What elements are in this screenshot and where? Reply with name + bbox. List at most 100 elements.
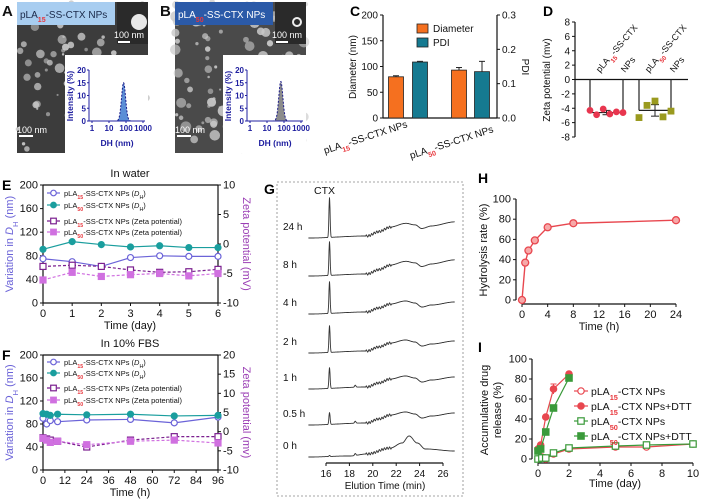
y-tick-label: 0	[521, 454, 527, 466]
series-line	[42, 436, 218, 448]
x-tick-label: 12	[593, 309, 605, 321]
x-tick-label: 24	[670, 309, 682, 321]
data-point	[214, 252, 222, 260]
dls-inset	[223, 55, 306, 153]
sample-banner-label: pLA15​-SS-CTX NPs	[20, 10, 107, 24]
trace-time-label: 4 h	[283, 298, 297, 309]
nanoparticle	[32, 101, 40, 109]
panel-letter-b: B	[160, 3, 171, 20]
y-tick-label: 0	[505, 295, 511, 307]
x-tick-label: 4	[157, 308, 163, 320]
chromatogram-trace	[308, 281, 455, 315]
inset-y-axis-label: Intensity (%)	[223, 71, 233, 122]
y-tick-label: 150	[361, 36, 378, 47]
data-point	[543, 223, 552, 232]
nanoparticle	[212, 97, 216, 101]
legend-label: pLA15​-CTX NPs+DTT	[591, 401, 692, 417]
nanoparticle	[195, 125, 203, 133]
data-point	[185, 272, 193, 280]
nanoparticle	[67, 41, 75, 49]
y-tick-label: 200	[20, 180, 38, 192]
y-tick-label: 10	[223, 180, 235, 192]
nanoparticle	[174, 38, 180, 44]
inset-x-tick-label: 1	[90, 124, 95, 133]
nanoparticle	[204, 46, 211, 52]
y-tick-label: 40	[499, 254, 511, 266]
panel-letter-f: F	[2, 347, 11, 363]
legend-marker	[50, 228, 57, 236]
x-tick-label: 24	[81, 475, 93, 487]
chart-title: In 10% FBS	[101, 338, 160, 350]
data-point	[536, 445, 545, 453]
category-label: pLA15​-SS-CTX NPs	[323, 119, 410, 159]
data-point	[667, 107, 675, 115]
legend-label: pLA15​-SS-CTX NPs (Zeta potential)	[64, 384, 182, 396]
data-point	[126, 437, 135, 445]
data-point	[613, 108, 620, 116]
chromatogram-trace	[308, 435, 455, 458]
data-point	[170, 419, 178, 427]
nanoparticle	[77, 32, 86, 41]
y-tick-label: 40	[26, 442, 38, 454]
y-tick-label: 2	[564, 61, 570, 72]
data-point	[126, 271, 135, 279]
inset-x-tick-label: 1000	[292, 124, 310, 133]
y-tick-label: 0.2	[502, 45, 516, 56]
nanoparticle	[178, 115, 184, 121]
x-tick-label: 24	[414, 469, 426, 480]
nanoparticle	[84, 47, 88, 52]
nanoparticle	[207, 88, 214, 95]
legend-marker	[50, 384, 57, 392]
y-tick-label: 8	[564, 18, 570, 29]
y-tick-label: 0.1	[502, 79, 516, 90]
y2-axis-label: Zeta potential (mv)	[240, 367, 252, 459]
nanoparticle	[61, 53, 65, 56]
chromatogram-trace	[308, 411, 455, 426]
y-tick-label: 0.0	[502, 114, 516, 125]
x-tick-label: 1	[69, 308, 75, 320]
nanoparticle	[243, 36, 249, 43]
y-tick-label: 0	[32, 465, 38, 477]
nanoparticle	[62, 43, 70, 51]
inset-y-tick-label: 20	[77, 66, 86, 75]
inset-y-axis-label: Intensity (%)	[65, 71, 75, 122]
x-tick-label: 0	[40, 475, 46, 487]
nanoparticle	[266, 40, 274, 47]
data-point	[642, 441, 651, 449]
x-axis-label: Time (day)	[589, 478, 641, 490]
trace-time-label: 2 h	[283, 337, 297, 348]
y-tick-label: 80	[26, 250, 38, 262]
data-point	[126, 253, 135, 262]
inset-x-axis-label: DH (nm)	[100, 138, 133, 148]
trace-time-label: 0.5 h	[283, 409, 305, 420]
data-point	[214, 439, 222, 447]
nanoparticle	[180, 121, 192, 133]
inset-x-axis-label: DH (nm)	[258, 138, 291, 148]
x-tick-label: 16	[320, 469, 332, 480]
inset-y-tick-label: 5	[82, 104, 87, 113]
nanoparticle	[15, 127, 20, 131]
legend-marker	[50, 358, 57, 366]
data-point	[611, 442, 620, 450]
x-tick-label: 8	[659, 468, 665, 480]
y-tick-label: -10	[223, 465, 239, 477]
y-tick-label: 5	[223, 407, 229, 419]
y-tick-label: 120	[20, 227, 38, 239]
y-tick-label: 160	[20, 373, 38, 385]
panel-letter-c: C	[350, 3, 360, 19]
legend-marker	[50, 369, 57, 377]
nanoparticle	[21, 142, 26, 146]
y2-axis-label: Zeta potential (mV)	[240, 197, 252, 291]
y-tick-label: 80	[515, 374, 527, 386]
legend-marker	[577, 432, 585, 440]
bar	[388, 76, 404, 119]
y-tick-label: -6	[561, 118, 570, 129]
data-point	[541, 428, 550, 436]
category-label: pLA50​-SS-CTX NPs	[409, 124, 496, 164]
nanoparticle	[34, 82, 42, 91]
nanoparticle	[210, 120, 218, 128]
inset-x-tick-label: 10	[105, 124, 114, 133]
legend-label: pLA50​-SS-CTX NPs (DH)	[64, 201, 146, 213]
y-tick-label: 0	[564, 75, 570, 86]
